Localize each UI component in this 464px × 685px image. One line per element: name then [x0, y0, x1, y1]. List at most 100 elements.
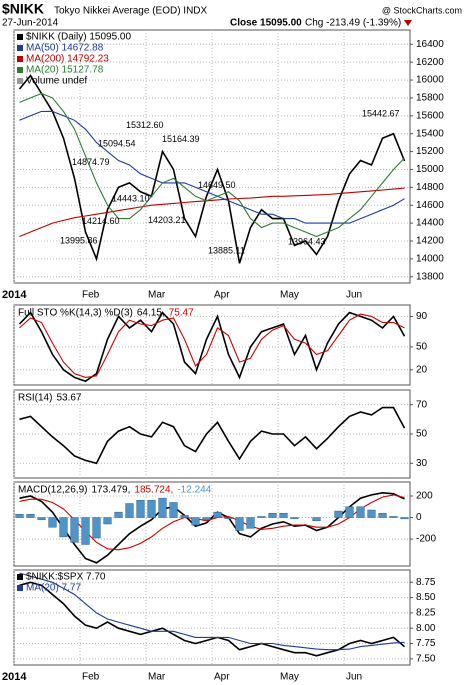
series-line [18, 311, 406, 383]
histogram-bar [224, 517, 233, 519]
y-tick-label: 13800 [416, 271, 444, 282]
x-tick-label: Apr [214, 290, 230, 301]
histogram-bar [389, 516, 398, 518]
y-tick-label: 0 [416, 512, 422, 523]
legend-entry: $NIKK:$SPX 7.70 [26, 572, 106, 583]
x-tick-label: Mar [148, 290, 166, 301]
y-tick-label: 14000 [416, 254, 444, 265]
y-tick-label: 15600 [416, 110, 444, 121]
legend-entry: MA(20) 15127.78 [26, 65, 104, 76]
histogram-bar [235, 517, 244, 531]
legend-swatch [17, 34, 23, 40]
panel-title: Full STO %K(14,3) %D(3) [18, 308, 133, 319]
histogram-bar [257, 516, 266, 518]
y-tick-label: 8.00 [416, 623, 436, 634]
x-tick-label: May [280, 672, 299, 683]
y-tick-label: 200 [416, 491, 433, 502]
histogram-bar [334, 510, 343, 518]
histogram-bar [290, 517, 299, 519]
histogram-bar [367, 509, 376, 518]
histogram-bar [59, 517, 68, 538]
x-tick-label: Feb [82, 672, 100, 683]
annotation: 15312.60 [126, 120, 164, 130]
histogram-bar [279, 512, 288, 518]
series-line [19, 110, 405, 224]
legend-swatch [17, 56, 23, 62]
histogram-bar [180, 515, 189, 518]
source: @ StockCharts.com [382, 5, 462, 15]
y-tick-label: 14600 [416, 200, 444, 211]
x-tick-label: Jun [346, 290, 362, 301]
histogram-bar [81, 517, 90, 545]
series-line [19, 92, 405, 238]
close: Close 15095.00 [230, 18, 302, 29]
x-tick-label: Jun [346, 672, 362, 683]
legend-entry: -12.244 [177, 485, 211, 496]
y-tick-label: 7.75 [416, 638, 436, 649]
histogram-bar [345, 506, 354, 518]
panel-title: RSI(14) [18, 393, 52, 404]
symbol: $NIKK [2, 1, 44, 17]
annotation: 15442.67 [362, 108, 400, 118]
y-tick-label: 15800 [416, 93, 444, 104]
y-tick-label: 15400 [416, 128, 444, 139]
annotation: 13885.11 [208, 246, 245, 256]
histogram-bar [37, 517, 46, 520]
y-tick-label: 15200 [416, 146, 444, 157]
legend-swatch [17, 585, 23, 591]
series-line [18, 74, 406, 264]
histogram-bar [103, 517, 112, 525]
annotation: 14874.79 [72, 157, 110, 167]
histogram-bar [312, 517, 321, 522]
series-line [19, 187, 405, 238]
legend-swatch [17, 78, 23, 84]
legend-swatch [17, 574, 23, 580]
x-tick-label: 2014 [2, 671, 27, 683]
y-tick-label: 14400 [416, 218, 444, 229]
histogram-bar [378, 512, 387, 518]
x-tick-label: Apr [214, 672, 230, 683]
y-tick-label: 20 [416, 364, 428, 375]
y-tick-label: 14800 [416, 182, 444, 193]
histogram-bar [26, 514, 35, 518]
histogram-bar [92, 517, 101, 539]
histogram-bar [191, 517, 200, 526]
y-tick-label: 7.50 [416, 654, 436, 665]
y-tick-label: 16000 [416, 75, 444, 86]
histogram-bar [356, 506, 365, 518]
legend-entry: 75.47 [169, 308, 194, 319]
x-tick-label: 2014 [2, 289, 27, 301]
y-tick-label: -200 [416, 534, 436, 545]
y-tick-label: 50 [416, 342, 428, 353]
panel-title: MACD(12,26,9) [18, 485, 87, 496]
down-arrow [404, 20, 412, 26]
histogram-bar [213, 511, 222, 518]
histogram-bar [136, 500, 145, 518]
y-tick-label: 8.75 [416, 577, 436, 588]
annotation: 14203.21 [148, 215, 186, 225]
date: 27-Jun-2014 [2, 18, 59, 29]
y-tick-label: 16400 [416, 39, 444, 50]
x-tick-label: May [280, 290, 299, 301]
legend-entry: 64.15, [137, 308, 165, 319]
y-tick-label: 30 [416, 458, 428, 469]
y-tick-label: 14200 [416, 236, 444, 247]
y-tick-label: 8.25 [416, 608, 436, 619]
legend-entry: 173.479, [91, 485, 130, 496]
histogram-bar [70, 517, 79, 543]
x-tick-label: Feb [82, 290, 100, 301]
legend-entry: $NIKK (Daily) 15095.00 [26, 32, 131, 43]
histogram-bar [246, 517, 255, 529]
histogram-bar [15, 514, 24, 518]
series-line [19, 313, 405, 378]
y-tick-label: 50 [416, 429, 428, 440]
histogram-bar [125, 503, 134, 518]
annotation: 14649.50 [198, 180, 236, 190]
annotation: 15164.39 [162, 134, 200, 144]
y-tick-label: 90 [416, 311, 428, 322]
histogram-bar [147, 500, 156, 518]
legend-entry: MA(200) 14792.23 [26, 54, 109, 65]
annotation: 13995.86 [60, 236, 98, 246]
